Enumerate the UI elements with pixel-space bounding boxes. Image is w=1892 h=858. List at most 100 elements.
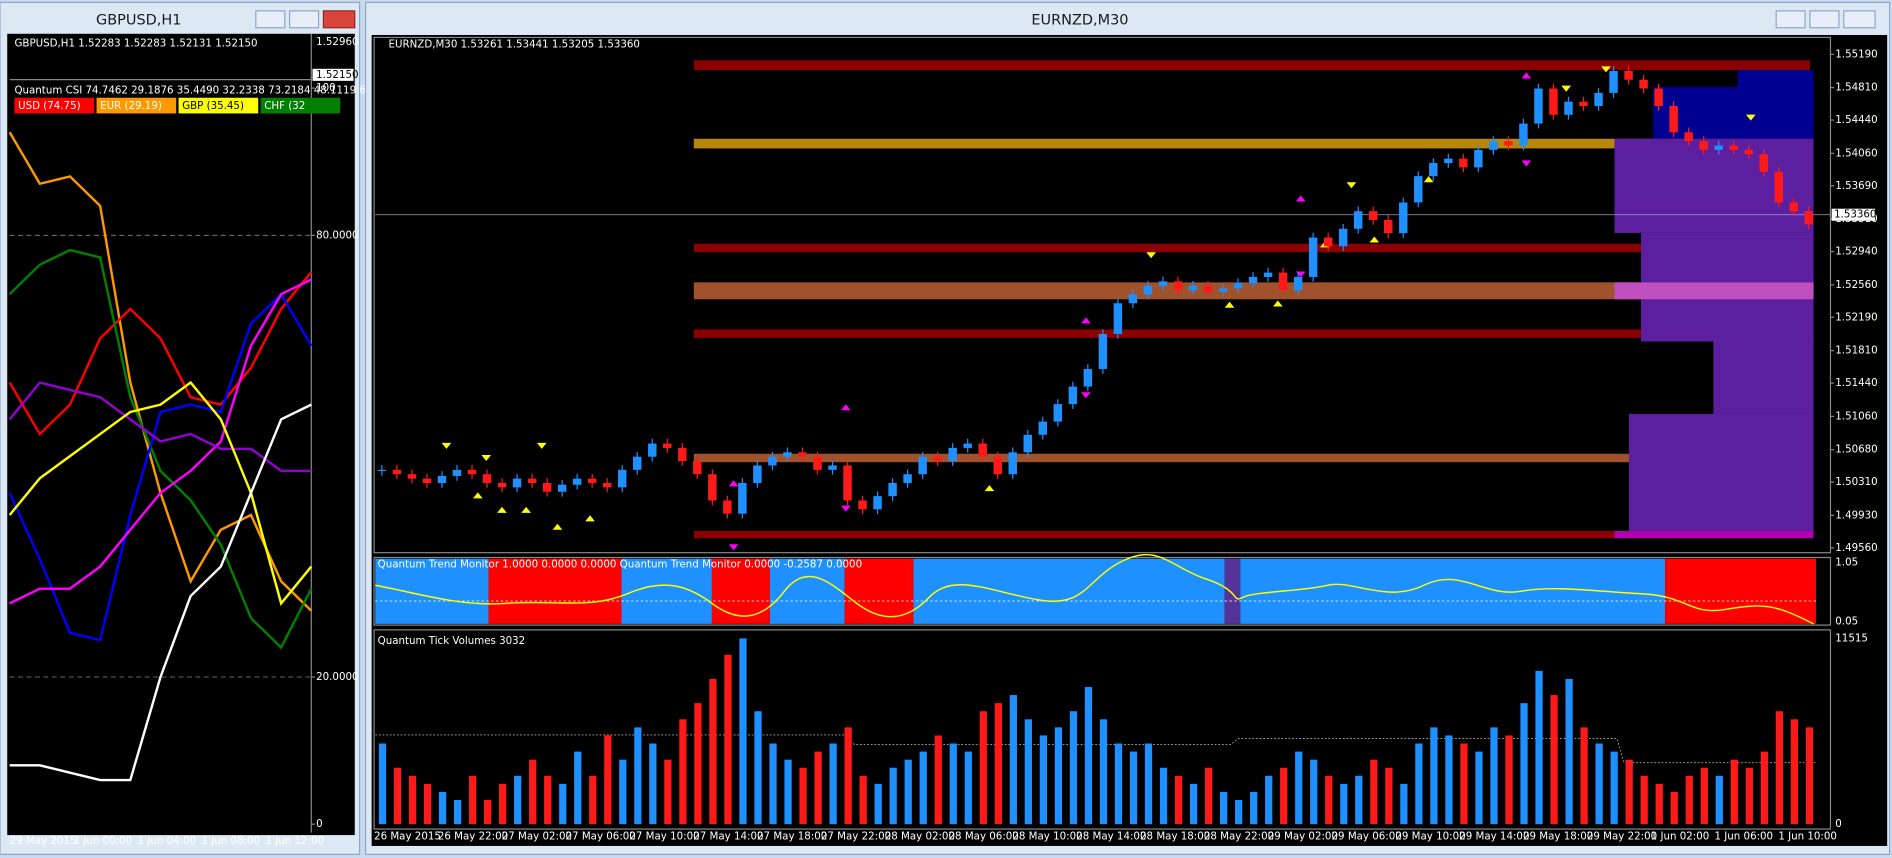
- maximize-button[interactable]: [288, 10, 320, 29]
- candle: [1759, 154, 1768, 172]
- time-label: 29 May 10:00: [1395, 830, 1465, 842]
- volume-profile: [1653, 86, 1814, 139]
- price-label: 1.52150: [316, 69, 358, 81]
- time-label: 29 May 02:00: [1268, 830, 1338, 842]
- candle: [1459, 158, 1468, 168]
- candle: [1038, 421, 1048, 435]
- maximize-button[interactable]: [1809, 10, 1840, 29]
- volume-bar: [1670, 791, 1678, 825]
- candle: [1594, 92, 1603, 107]
- time-label: 26 May 22:00: [438, 830, 508, 842]
- candle: [1083, 369, 1093, 387]
- trend-down: [844, 558, 914, 624]
- volume-bar: [1280, 767, 1288, 825]
- close-button[interactable]: [322, 10, 356, 29]
- axis-label: 1.51440: [1835, 377, 1877, 389]
- candle: [407, 474, 417, 479]
- candle: [903, 474, 912, 483]
- volume-bar: [1445, 735, 1453, 825]
- price-label-box: [312, 68, 354, 81]
- time-label: 1 Jun 00:00: [74, 835, 133, 847]
- candle: [617, 469, 627, 488]
- candle: [1804, 211, 1814, 225]
- time-label: 1 Jun 02:00: [1651, 830, 1710, 842]
- volume-bar: [1685, 775, 1693, 825]
- support-zone: [693, 329, 1810, 338]
- volume-bar: [679, 719, 687, 825]
- volume-bar: [814, 751, 822, 825]
- volume-bar: [1595, 743, 1603, 825]
- volume-bar: [889, 767, 897, 825]
- volume-bar: [904, 759, 912, 825]
- axis-label: 1.52560: [1835, 279, 1877, 291]
- candle: [1789, 202, 1799, 212]
- volume-bar: [649, 743, 657, 825]
- candle: [663, 443, 672, 448]
- trend-neutral: [1224, 558, 1241, 624]
- volume-bar: [1505, 735, 1513, 825]
- window-buttons[interactable]: [255, 10, 356, 29]
- currency-label: GBP (35.45): [182, 100, 244, 112]
- close-button[interactable]: [1843, 10, 1876, 29]
- candle: [392, 469, 402, 475]
- candle: [1308, 237, 1318, 277]
- axis-label: 1.54440: [1835, 114, 1877, 126]
- candle: [978, 443, 987, 457]
- candle: [1143, 285, 1153, 295]
- trend-up: [375, 558, 489, 624]
- volume-bar: [829, 743, 837, 825]
- window-title: EURNZD,M30: [1031, 13, 1128, 29]
- candle: [1233, 283, 1243, 289]
- volume-bar: [784, 759, 792, 825]
- candle: [1654, 88, 1663, 107]
- axis-label: 1.54810: [1835, 82, 1877, 94]
- volume-bar: [1340, 783, 1348, 825]
- volume-bar: [1805, 727, 1814, 825]
- volume-bar: [979, 711, 987, 825]
- time-label: 29 May 22:00: [1587, 830, 1657, 842]
- csi-line: [9, 403, 312, 782]
- resistance-zone: [693, 60, 1810, 70]
- candle: [377, 469, 387, 472]
- candle: [723, 500, 732, 514]
- candle: [1023, 434, 1032, 453]
- candle: [587, 478, 597, 483]
- candle: [708, 474, 717, 501]
- volume-bar: [1385, 767, 1393, 825]
- minimize-button[interactable]: [255, 10, 286, 29]
- volume-bar: [1370, 759, 1378, 825]
- currency-badge: [96, 97, 177, 114]
- axis-label: 0: [1835, 818, 1842, 830]
- axis-label: 1.49930: [1835, 509, 1877, 521]
- volume-bar: [1054, 727, 1063, 825]
- candle: [1203, 285, 1213, 292]
- candle: [858, 500, 867, 510]
- minimize-button[interactable]: [1775, 10, 1806, 29]
- volume-bar: [1024, 719, 1032, 825]
- candle: [1534, 88, 1543, 124]
- volume-bar: [994, 703, 1002, 825]
- volume-profile: [1614, 138, 1814, 233]
- window-title: GBPUSD,H1: [96, 13, 181, 29]
- volume-bar: [1235, 800, 1243, 825]
- axis-label: 1.49560: [1835, 542, 1877, 554]
- candle: [1729, 145, 1738, 150]
- candle: [1414, 176, 1423, 203]
- candle: [888, 482, 897, 497]
- volume-bar: [1715, 775, 1723, 825]
- axis-label: 0.05: [1835, 615, 1858, 627]
- candle: [1323, 237, 1333, 247]
- time-label: 27 May 06:00: [566, 830, 636, 842]
- volume-bar: [1775, 711, 1783, 825]
- window-buttons[interactable]: [1775, 10, 1876, 29]
- candle: [1098, 333, 1108, 370]
- candle: [1293, 276, 1303, 291]
- volume-bar: [1790, 719, 1799, 825]
- csi-line: [8, 381, 312, 473]
- volume-bar: [1535, 670, 1543, 825]
- volume-bar: [469, 775, 477, 825]
- candle: [1338, 228, 1348, 247]
- time-label: 27 May 10:00: [629, 830, 699, 842]
- volume-bar: [859, 775, 867, 825]
